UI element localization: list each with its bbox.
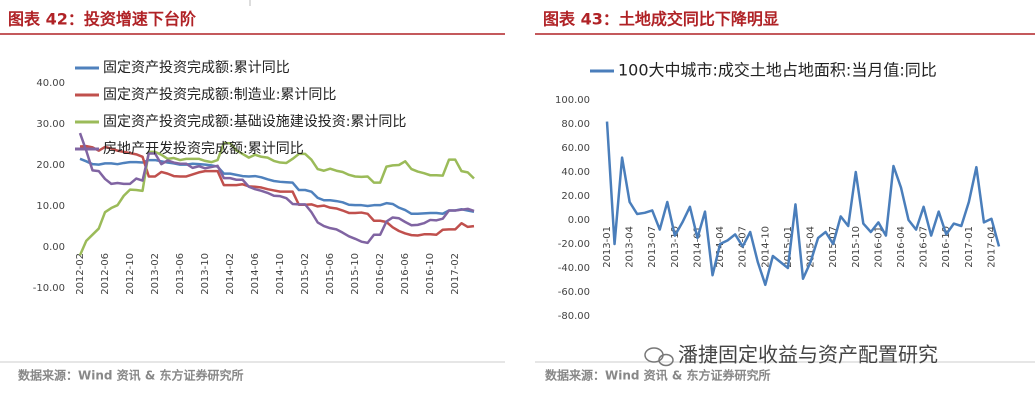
- y-tick-label: 0.00: [568, 215, 590, 226]
- legend-label: 100大中城市:成交土地占地面积:当月值:同比: [618, 61, 937, 80]
- watermark-icon: [644, 347, 674, 367]
- x-tick-label: 2016-04: [896, 226, 907, 268]
- x-tick-label: 2016-10: [425, 253, 436, 295]
- x-tick-label: 2014-10: [275, 253, 286, 295]
- y-tick-label: 20.00: [561, 191, 590, 202]
- x-tick-label: 2017-01: [964, 226, 975, 268]
- x-tick-label: 2014-06: [250, 253, 261, 295]
- y-tick-label: -80.00: [558, 311, 590, 322]
- x-tick-label: 2013-10: [670, 226, 681, 268]
- x-tick-label: 2017-02: [450, 253, 461, 295]
- y-tick-label: 40.00: [36, 78, 65, 89]
- x-tick-label: 2014-02: [225, 253, 236, 295]
- x-tick-label: 2015-06: [325, 253, 336, 295]
- x-tick-label: 2012-10: [125, 253, 136, 295]
- x-tick-label: 2013-10: [200, 253, 211, 295]
- chart-title: 图表 42：投资增速下台阶: [8, 10, 197, 29]
- legend-label: 固定资产投资完成额:制造业:累计同比: [103, 87, 336, 103]
- chart-title: 图表 43：土地成交同比下降明显: [543, 10, 779, 29]
- x-tick-label: 2016-01: [873, 226, 884, 268]
- x-tick-label: 2013-06: [175, 253, 186, 295]
- y-tick-label: 60.00: [561, 143, 590, 154]
- y-tick-label: 20.00: [36, 160, 65, 171]
- x-tick-label: 2013-02: [150, 253, 161, 295]
- y-tick-label: 40.00: [561, 167, 590, 178]
- x-tick-label: 2013-07: [647, 226, 658, 268]
- source: 数据来源：Wind 资讯 & 东方证券研究所: [18, 368, 243, 383]
- legend-label: 房地产开发投资完成额:累计同比: [103, 141, 304, 157]
- x-tick-label: 2015-02: [300, 253, 311, 295]
- series-line: [78, 142, 475, 256]
- y-tick-label: 100.00: [555, 95, 590, 106]
- x-tick-label: 2013-01: [602, 226, 613, 268]
- watermark: 潘捷固定收益与资产配置研究: [678, 343, 938, 367]
- legend-label: 固定资产投资完成额:累计同比: [103, 60, 290, 76]
- x-tick-label: 2012-02: [75, 253, 86, 295]
- series-line: [78, 132, 475, 245]
- legend-label: 固定资产投资完成额:基础设施建设投资:累计同比: [103, 113, 406, 130]
- x-tick-label: 2015-04: [806, 226, 817, 268]
- x-tick-label: 2014-10: [760, 226, 771, 268]
- y-tick-label: 0.00: [43, 242, 65, 253]
- source: 数据来源：Wind 资讯 & 东方证券研究所: [545, 368, 770, 383]
- series-line: [79, 157, 475, 216]
- x-tick-label: 2012-06: [100, 253, 111, 295]
- y-tick-label: -20.00: [558, 239, 590, 250]
- x-tick-label: 2014-01: [692, 226, 703, 268]
- x-tick-label: 2017-04: [986, 226, 997, 268]
- x-tick-label: 2016-02: [375, 253, 386, 295]
- y-tick-label: 10.00: [36, 201, 65, 212]
- y-tick-label: -60.00: [558, 287, 590, 298]
- x-tick-label: 2016-10: [941, 226, 952, 268]
- x-tick-label: 2015-01: [783, 226, 794, 268]
- x-tick-label: 2015-10: [350, 253, 361, 295]
- y-tick-label: -10.00: [33, 283, 65, 294]
- x-tick-label: 2016-06: [400, 253, 411, 295]
- y-tick-label: 80.00: [561, 119, 590, 130]
- y-tick-label: 30.00: [36, 119, 65, 130]
- x-tick-label: 2013-04: [625, 226, 636, 268]
- series-line: [605, 121, 1001, 287]
- x-tick-label: 2015-10: [851, 226, 862, 268]
- x-tick-label: 2015-07: [828, 226, 839, 268]
- y-tick-label: -40.00: [558, 263, 590, 274]
- x-tick-label: 2016-07: [919, 226, 930, 268]
